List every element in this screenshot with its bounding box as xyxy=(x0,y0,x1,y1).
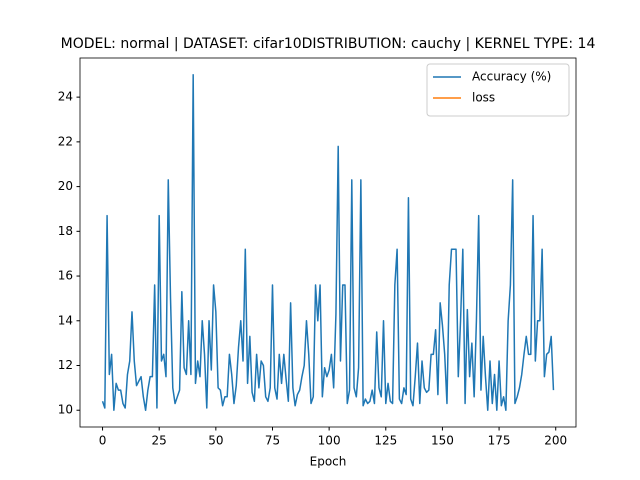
y-tick-label: 24 xyxy=(58,90,73,104)
y-tick-label: 14 xyxy=(58,313,73,327)
y-tick-label: 16 xyxy=(58,269,73,283)
x-tick-label: 200 xyxy=(544,434,567,448)
y-tick-label: 12 xyxy=(58,358,73,372)
y-tick-label: 18 xyxy=(58,224,73,238)
x-axis-label: Epoch xyxy=(310,455,347,469)
chart-title: MODEL: normal | DATASET: cifar10DISTRIBU… xyxy=(61,36,596,52)
y-tick-label: 22 xyxy=(58,134,73,148)
x-tick-label: 75 xyxy=(265,434,280,448)
x-tick-label: 100 xyxy=(318,434,341,448)
data-line xyxy=(101,74,555,411)
x-tick-label: 0 xyxy=(99,434,107,448)
plot-frame xyxy=(79,57,577,428)
x-tick-label: 50 xyxy=(208,434,223,448)
y-tick-label: 10 xyxy=(58,403,73,417)
legend-label: Accuracy (%) xyxy=(472,70,551,84)
legend-label: loss xyxy=(472,91,495,105)
y-tick-label: 20 xyxy=(58,179,73,193)
x-tick-label: 125 xyxy=(374,434,397,448)
x-tick-label: 175 xyxy=(488,434,511,448)
x-tick-label: 150 xyxy=(431,434,454,448)
legend-box xyxy=(426,63,570,117)
x-tick-label: 25 xyxy=(152,434,167,448)
